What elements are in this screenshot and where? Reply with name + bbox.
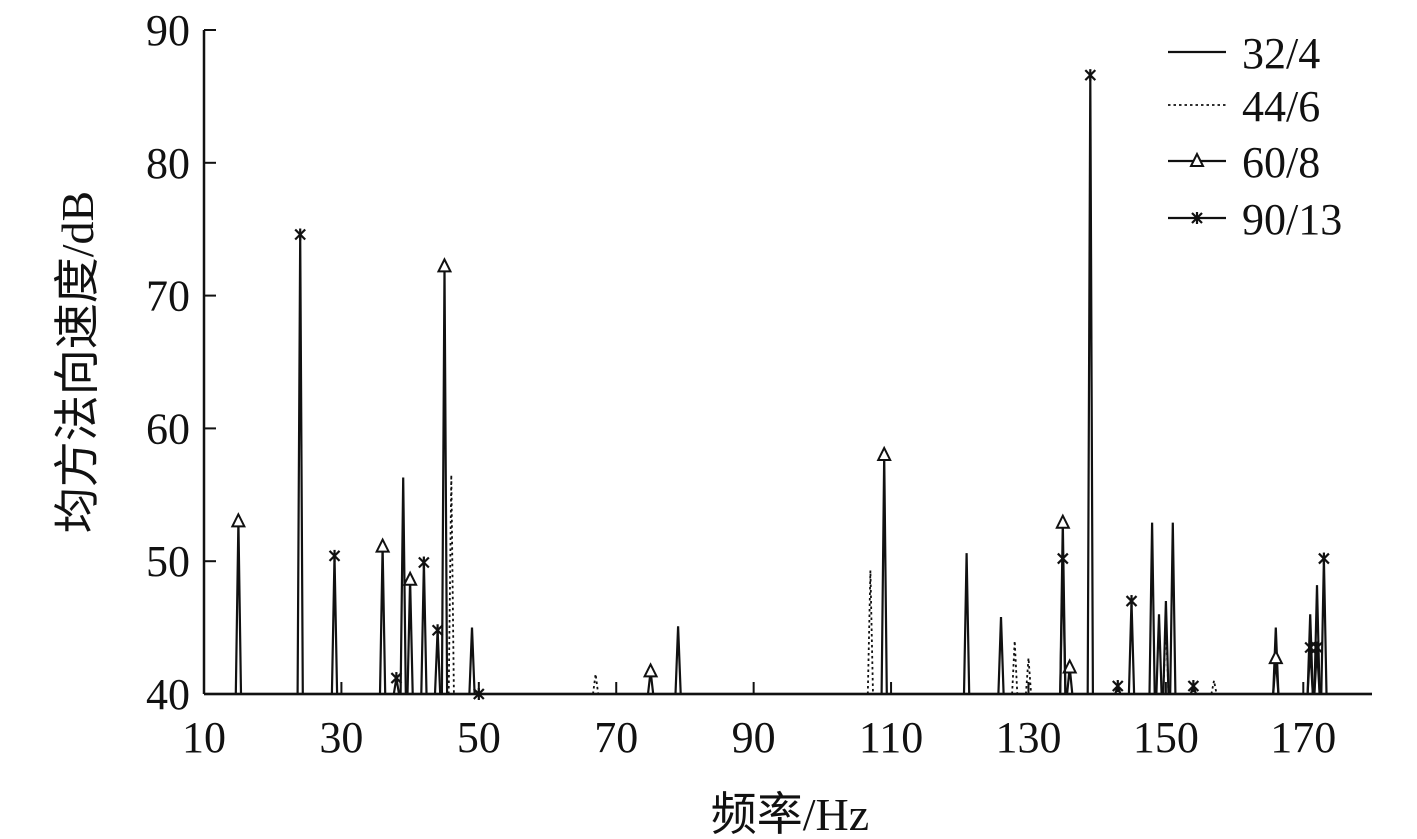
x-ticks-group: 10 30 50 70 90 110 130 150 170 [182,682,1336,762]
peak-line [1313,585,1321,695]
data-point-marker [1055,513,1071,529]
peak-line [1162,600,1170,695]
y-tick-label: 50 [146,537,190,586]
data-point-marker [1112,680,1124,693]
series-32-4 [399,477,1321,695]
data-point-marker [436,257,453,273]
x-tick-label: 170 [1270,713,1336,762]
x-tick-label: 50 [457,713,501,762]
data-point-marker [375,537,391,553]
x-tick-label: 90 [732,713,776,762]
legend-label: 32/4 [1242,29,1320,78]
data-point-marker [1062,658,1078,674]
peak-line [1127,600,1136,695]
peak-line [1162,620,1170,695]
peak-line [1025,658,1032,695]
legend-item: 32/4 [1168,29,1320,78]
peak-line [1148,522,1156,695]
legend: 32/444/6 60/8 90/13 [1168,29,1342,244]
data-point-marker [390,672,403,685]
y-axis-title: 均方法向速度/dB [52,191,103,533]
peak-line [420,562,428,695]
legend-marker [1191,212,1203,224]
data-point-marker [230,512,246,528]
x-tick-label: 30 [319,713,363,762]
peak-line [330,555,339,695]
data-point-marker [1268,648,1284,665]
peak-line [234,521,243,695]
legend-item: 90/13 [1168,195,1342,244]
axes-group [202,30,1372,696]
peak-line [296,234,304,695]
data-point-marker [328,549,341,562]
peak-line [1169,522,1177,695]
legend-label: 90/13 [1242,195,1342,244]
series-60-8 [230,257,1284,695]
peak-line [866,570,874,695]
peak-line [468,627,476,695]
peak-line [1011,640,1019,695]
x-axis-title: 频率/Hz [711,789,869,839]
x-tick-label: 130 [995,713,1061,762]
peak-line [399,477,407,695]
peak-line [997,616,1005,695]
data-point-marker [1084,69,1097,82]
peak-line [1320,558,1328,695]
y-tick-label: 90 [146,6,190,55]
data-point-marker [1187,680,1200,693]
series-90-13 [294,69,1330,700]
peak-line [1155,614,1163,695]
plot-series-group [204,69,1372,700]
y-tick-label: 60 [146,404,190,453]
peak-line [440,266,449,695]
peak-line [433,630,442,695]
y-ticks-group: 40 50 60 70 80 90 [146,6,216,719]
data-point-marker [418,556,430,569]
x-tick-label: 110 [859,713,923,762]
legend-item: 60/8 [1168,138,1320,187]
y-tick-label: 70 [146,272,190,321]
y-tick-label: 80 [146,139,190,188]
peak-line [592,673,600,695]
peak-line [447,474,455,695]
data-point-marker [402,570,418,586]
legend-item: 44/6 [1168,82,1320,131]
legend-label: 44/6 [1242,82,1320,131]
peak-line [406,579,414,695]
x-tick-label: 70 [594,713,638,762]
x-tick-label: 10 [182,713,226,762]
peak-line [962,553,971,695]
data-point-marker [876,445,892,461]
y-tick-label: 40 [146,670,190,719]
peak-line [880,454,888,695]
data-point-marker [1057,552,1069,565]
data-point-marker [431,624,444,637]
peak-line [674,626,682,695]
data-point-marker [1318,552,1330,565]
peak-line [1210,680,1218,695]
data-point-marker [1125,595,1138,608]
x-tick-label: 150 [1133,713,1199,762]
data-point-marker [642,662,659,678]
data-point-marker [1311,641,1323,654]
peak-line [378,546,387,695]
series-44-6 [447,474,1218,695]
legend-label: 60/8 [1242,138,1320,187]
peak-line [1086,75,1095,695]
data-point-marker [294,228,306,241]
legend-marker [1189,151,1205,167]
